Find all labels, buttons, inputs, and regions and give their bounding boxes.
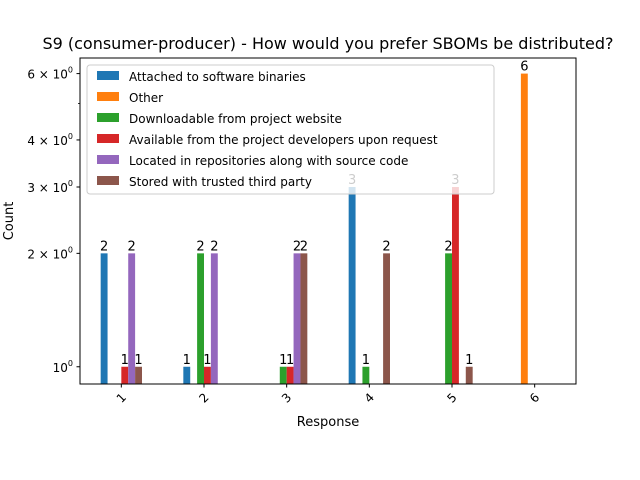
x-tick-label: 2 — [196, 390, 211, 405]
legend: Attached to software binaries Other Downlo… — [86, 64, 495, 195]
bar — [100, 253, 108, 384]
bar-value-label: 2 — [382, 239, 390, 254]
bar-value-label: 1 — [183, 353, 191, 368]
legend-swatch — [97, 71, 119, 80]
bar — [210, 253, 218, 384]
bar-value-label: 2 — [300, 239, 308, 254]
x-tick-label: 5 — [444, 390, 459, 405]
bar — [362, 366, 370, 384]
bar — [204, 366, 211, 384]
legend-swatch — [97, 113, 119, 122]
bar-value-label: 1 — [465, 353, 473, 368]
bar-value-label: 2 — [100, 239, 108, 254]
x-tick-label: 4 — [362, 390, 377, 405]
plot-area-frame — [79, 57, 577, 385]
bar-value-label: 6 — [520, 60, 528, 75]
bar — [445, 253, 452, 384]
legend-entry-label: Located in repositories along with sourc… — [129, 154, 408, 168]
legend-entry-label: Available from the project developers up… — [129, 133, 438, 147]
bar-value-label: 1 — [134, 353, 142, 368]
legend-swatch — [97, 176, 119, 185]
legend-entry-label: Other — [129, 91, 163, 105]
bar — [300, 253, 308, 384]
bar — [348, 187, 356, 384]
x-axis-label: Response — [297, 415, 359, 430]
y-tick-label: 3 × 100 — [27, 179, 73, 195]
y-tick-label: 2 × 100 — [27, 245, 73, 261]
legend-swatch — [97, 92, 119, 101]
bar-value-label: 2 — [196, 239, 204, 254]
bar — [286, 366, 294, 384]
bar — [465, 366, 473, 384]
bar — [183, 366, 191, 384]
y-tick-label: 6 × 100 — [27, 66, 73, 82]
bar — [135, 366, 142, 384]
bar-value-label: 2 — [293, 239, 301, 254]
legend-entry-label: Downloadable from project website — [129, 112, 342, 126]
y-tick-label: 100 — [53, 359, 73, 375]
bar-value-label: 1 — [286, 353, 294, 368]
bar-value-label: 2 — [210, 239, 218, 254]
bars-layer — [100, 73, 528, 384]
legend-entry-label: Stored with trusted third party — [129, 175, 312, 189]
legend-entry-label: Attached to software binaries — [129, 70, 306, 84]
bar-value-label: 1 — [121, 353, 129, 368]
bar — [279, 366, 287, 384]
y-tick-label: 4 × 100 — [27, 132, 73, 148]
bar-value-label: 2 — [444, 239, 452, 254]
bar — [121, 366, 129, 384]
bar — [520, 73, 528, 384]
bar-value-label: 1 — [279, 353, 287, 368]
bar — [383, 253, 390, 384]
bar — [452, 187, 459, 384]
x-tick-label: 3 — [279, 390, 294, 405]
legend-box — [86, 64, 495, 195]
x-tick-label: 6 — [527, 390, 542, 405]
bar — [197, 253, 204, 384]
legend-swatch — [97, 134, 119, 143]
y-axis-label: Count — [2, 202, 17, 241]
bar-value-label: 2 — [128, 239, 136, 254]
chart-title: S9 (consumer-producer) - How would you p… — [42, 34, 613, 53]
x-axis: 1 2 3 4 5 6 — [114, 384, 542, 406]
bar-value-label: 1 — [203, 353, 211, 368]
bar — [293, 253, 301, 384]
y-axis: 100 2 × 100 3 × 100 4 × 100 6 × 100 — [27, 66, 80, 375]
legend-swatch — [97, 155, 119, 164]
bar-value-label: 1 — [362, 353, 370, 368]
bar — [128, 253, 136, 384]
x-tick-label: 1 — [114, 390, 129, 405]
